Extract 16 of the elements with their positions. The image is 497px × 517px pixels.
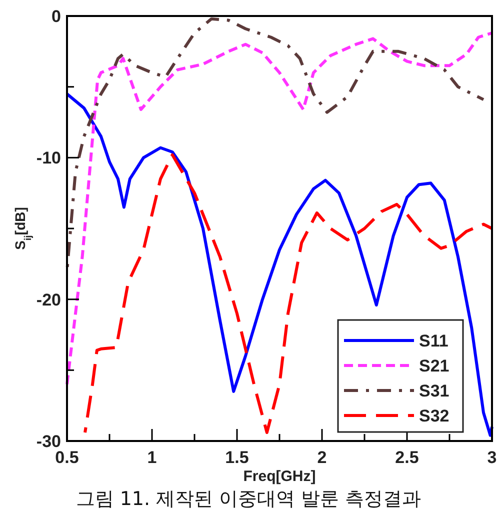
caption: 그림 11. 제작된 이중대역 발룬 측정결과 [76, 488, 422, 510]
y-tick-label: -30 [36, 432, 61, 451]
x-tick-label: 1 [147, 448, 157, 467]
x-tick-label: 2 [317, 448, 327, 467]
x-tick-label: 2.5 [395, 448, 419, 467]
x-tick-label: 0.5 [55, 448, 79, 467]
legend-label: S21 [419, 356, 450, 376]
legend-label: S11 [419, 332, 448, 350]
x-axis-title: Freq[GHz] [243, 468, 316, 485]
y-tick-label: -10 [36, 148, 61, 168]
y-tick-label: -20 [36, 290, 61, 310]
x-tick-label: 3 [487, 448, 497, 467]
legend-label: S31 [419, 382, 450, 400]
x-tick-label: 1.5 [225, 448, 249, 467]
y-tick-label: 0 [52, 7, 61, 26]
legend-label: S32 [419, 406, 450, 426]
